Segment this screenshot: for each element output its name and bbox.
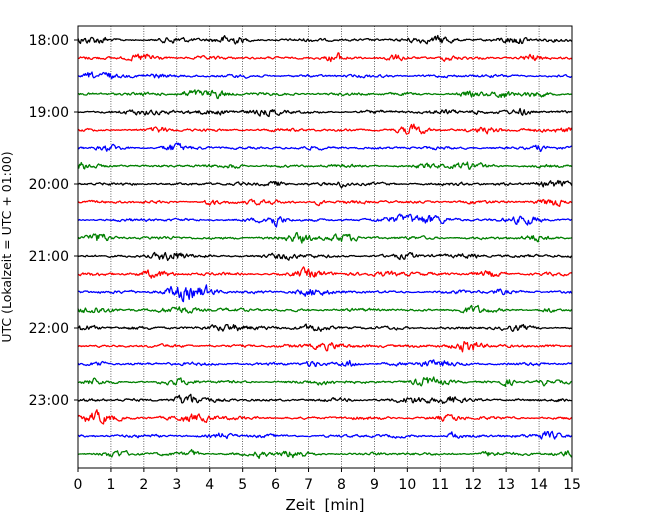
x-tick-label: 12 xyxy=(464,477,482,493)
trace-line xyxy=(77,266,573,279)
trace-line xyxy=(77,231,573,244)
trace-line xyxy=(77,52,573,63)
trace-line xyxy=(77,161,573,170)
y-axis-label: UTC (Lokalzeit = UTC + 01:00) xyxy=(0,151,14,342)
x-tick-label: 11 xyxy=(431,477,449,493)
y-tick-label: 19:00 xyxy=(29,105,69,121)
trace-line xyxy=(77,71,573,80)
trace-line xyxy=(77,123,573,135)
trace-line xyxy=(77,323,573,332)
x-tick-label: 8 xyxy=(337,477,346,493)
grid-lines xyxy=(110,26,540,468)
x-tick-label: 10 xyxy=(398,477,416,493)
y-tick-label: 23:00 xyxy=(29,393,69,409)
x-tick-label: 13 xyxy=(497,477,515,493)
x-tick-label: 9 xyxy=(370,477,379,493)
x-tick-label: 2 xyxy=(139,477,148,493)
x-tick-label: 14 xyxy=(530,477,548,493)
trace-line xyxy=(77,34,573,45)
y-axis: 18:00 19:00 20:00 21:00 22:00 23:00 xyxy=(29,33,78,409)
y-tick-label: 22:00 xyxy=(29,321,69,337)
trace-line xyxy=(77,107,573,118)
x-tick-label: 0 xyxy=(74,477,83,493)
x-axis: 0 1 2 3 4 5 6 7 8 9 10 11 12 13 14 15 xyxy=(74,468,581,493)
trace-line xyxy=(77,142,573,153)
x-tick-label: 4 xyxy=(205,477,214,493)
trace-line xyxy=(77,340,573,353)
plot-frame xyxy=(77,25,573,469)
y-tick-label: 21:00 xyxy=(29,249,69,265)
trace-line xyxy=(77,251,573,262)
trace-line xyxy=(77,179,573,189)
plot-background xyxy=(78,26,572,468)
x-tick-label: 3 xyxy=(172,477,181,493)
trace-line xyxy=(77,409,573,425)
x-tick-label: 1 xyxy=(106,477,115,493)
x-axis-label: Zeit [min] xyxy=(285,496,364,514)
trace-line xyxy=(77,359,573,368)
trace-line xyxy=(77,448,573,460)
x-tick-label: 15 xyxy=(563,477,581,493)
traces xyxy=(77,34,573,460)
trace-line xyxy=(77,198,573,207)
trace-line xyxy=(77,304,573,314)
x-tick-label: 5 xyxy=(238,477,247,493)
trace-line xyxy=(77,213,573,228)
y-tick-label: 18:00 xyxy=(29,33,69,49)
trace-line xyxy=(77,430,573,440)
trace-line xyxy=(77,376,573,388)
trace-line xyxy=(77,284,573,303)
x-tick-label: 6 xyxy=(271,477,280,493)
trace-line xyxy=(77,89,573,100)
trace-line xyxy=(77,393,573,405)
x-tick-label: 7 xyxy=(304,477,313,493)
y-tick-label: 20:00 xyxy=(29,177,69,193)
